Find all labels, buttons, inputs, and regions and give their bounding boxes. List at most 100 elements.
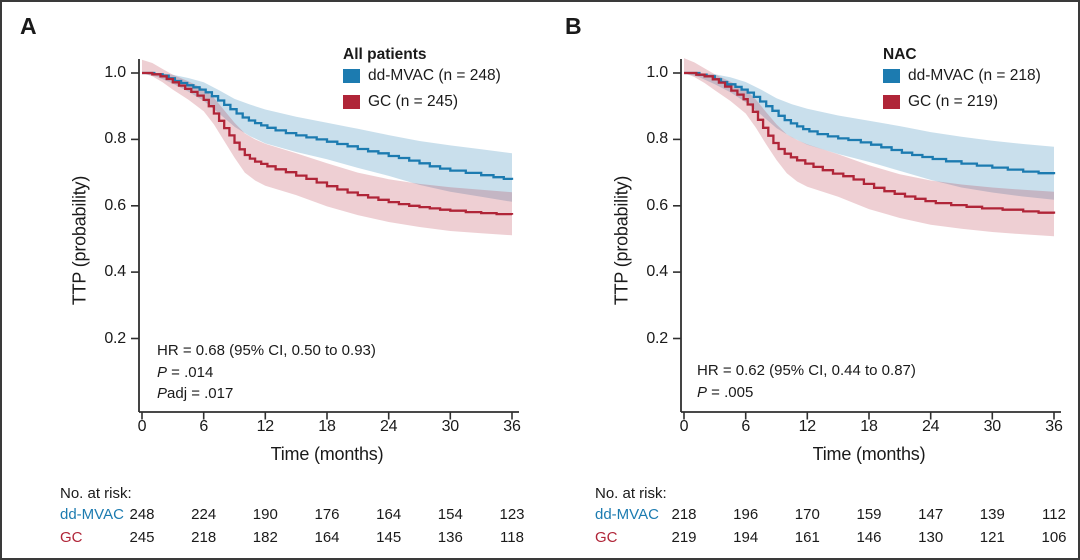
risk-table-title: No. at risk: — [595, 485, 667, 502]
km-curve-ddmvac — [142, 71, 514, 181]
legend-swatch — [883, 95, 900, 109]
stats-text: HR = 0.62 (95% CI, 0.44 to 0.87) — [697, 362, 916, 379]
risk-value: 190 — [252, 506, 278, 523]
stats-text: P — [697, 383, 708, 401]
risk-value: 218 — [671, 506, 697, 523]
risk-value: 130 — [918, 529, 944, 546]
y-tick-label: 0.2 — [646, 329, 668, 347]
stats-text: P — [157, 385, 168, 402]
y-tick-label: 0.4 — [104, 263, 126, 281]
y-tick-label: 0.8 — [646, 130, 668, 148]
legend-item-label: dd-MVAC (n = 248) — [368, 67, 501, 84]
risk-value: 118 — [500, 529, 524, 546]
x-tick-label: 12 — [256, 418, 275, 435]
x-tick-label: 24 — [379, 418, 398, 435]
y-axis-title: TTP (probability) — [611, 175, 632, 306]
legend-item-label: dd-MVAC (n = 218) — [908, 67, 1041, 84]
risk-value: 219 — [671, 529, 697, 546]
risk-value: 136 — [437, 529, 463, 546]
risk-value: 145 — [376, 529, 402, 546]
risk-row-label-gc: GC — [60, 529, 83, 546]
legend-item-label: GC (n = 219) — [908, 93, 999, 110]
stats-text: = .005 — [707, 383, 754, 401]
ci-band-ddmvac — [684, 73, 1054, 200]
risk-value: 164 — [376, 506, 402, 523]
x-tick-label: 30 — [983, 418, 1002, 435]
x-tick-label: 6 — [199, 418, 209, 435]
km-curve-gc — [142, 71, 514, 216]
ci-band-ddmvac — [142, 73, 512, 202]
risk-value: 147 — [918, 506, 944, 523]
stats-line: HR = 0.68 (95% CI, 0.50 to 0.93) — [157, 342, 376, 364]
x-tick-label: 30 — [441, 418, 460, 435]
y-tick-label: 0.4 — [646, 263, 668, 281]
risk-value: 146 — [856, 529, 882, 546]
stats-text: P — [157, 363, 168, 381]
panel-label-a: A — [20, 13, 37, 39]
y-tick-label: 0.6 — [646, 196, 668, 214]
panel-label-b: B — [565, 13, 582, 39]
stats-line: P = .005 — [697, 384, 753, 406]
legend-swatch — [343, 95, 360, 109]
legend-item: GC (n = 219) — [883, 93, 998, 111]
y-tick-label: 0.2 — [104, 329, 126, 347]
risk-value: 194 — [733, 529, 759, 546]
risk-value: 112 — [1042, 506, 1066, 523]
risk-row-label-gc: GC — [595, 529, 618, 546]
risk-value: 170 — [794, 506, 820, 523]
x-tick-label: 12 — [798, 418, 817, 435]
legend-title: All patients — [343, 46, 427, 63]
risk-value: 106 — [1041, 529, 1067, 546]
y-axis-title: TTP (probability) — [69, 175, 90, 306]
risk-value: 176 — [314, 506, 340, 523]
stats-line: HR = 0.62 (95% CI, 0.44 to 0.87) — [697, 362, 916, 384]
km-curve-gc — [684, 71, 1056, 214]
ci-band-gc — [684, 58, 1054, 237]
risk-value: 182 — [252, 529, 278, 546]
legend-swatch — [883, 69, 900, 83]
legend-item: dd-MVAC (n = 248) — [343, 67, 501, 85]
legend-swatch — [343, 69, 360, 83]
x-tick-label: 18 — [318, 418, 336, 435]
x-tick-label: 24 — [921, 418, 940, 435]
legend-item: GC (n = 245) — [343, 93, 458, 111]
km-curve-ddmvac — [684, 71, 1056, 175]
risk-value: 224 — [191, 506, 217, 523]
x-tick-label: 36 — [503, 418, 521, 435]
x-tick-label: 36 — [1045, 418, 1063, 435]
x-axis-title: Time (months) — [270, 444, 384, 464]
risk-value: 154 — [437, 506, 463, 523]
stats-line: P = .014 — [157, 364, 213, 386]
x-tick-label: 6 — [741, 418, 751, 435]
risk-row-label-ddmvac: dd-MVAC — [595, 506, 659, 523]
x-tick-label: 0 — [679, 418, 689, 435]
risk-value: 164 — [314, 529, 340, 546]
x-axis-title: Time (months) — [812, 444, 926, 464]
legend-title: NAC — [883, 46, 917, 63]
y-tick-label: 1.0 — [646, 64, 668, 81]
ci-band-gc — [142, 59, 512, 236]
risk-table-title: No. at risk: — [60, 485, 132, 502]
risk-value: 121 — [979, 529, 1005, 546]
legend-item-label: GC (n = 245) — [368, 93, 459, 110]
x-tick-label: 18 — [860, 418, 878, 435]
risk-value: 245 — [129, 529, 155, 546]
stats-text: = .014 — [167, 363, 214, 381]
legend-item: dd-MVAC (n = 218) — [883, 67, 1041, 85]
risk-value: 196 — [733, 506, 759, 523]
risk-value: 123 — [499, 506, 525, 523]
risk-row-label-ddmvac: dd-MVAC — [60, 506, 124, 523]
risk-value: 161 — [794, 529, 820, 546]
y-tick-label: 0.6 — [104, 196, 126, 214]
stats-text: HR = 0.68 (95% CI, 0.50 to 0.93) — [157, 342, 376, 359]
risk-value: 139 — [979, 506, 1005, 523]
risk-value: 159 — [856, 506, 882, 523]
stats-line: Padj = .017 — [157, 385, 233, 407]
risk-value: 248 — [129, 506, 155, 523]
risk-value: 218 — [191, 529, 217, 546]
y-tick-label: 1.0 — [104, 64, 126, 81]
x-tick-label: 0 — [137, 418, 147, 435]
